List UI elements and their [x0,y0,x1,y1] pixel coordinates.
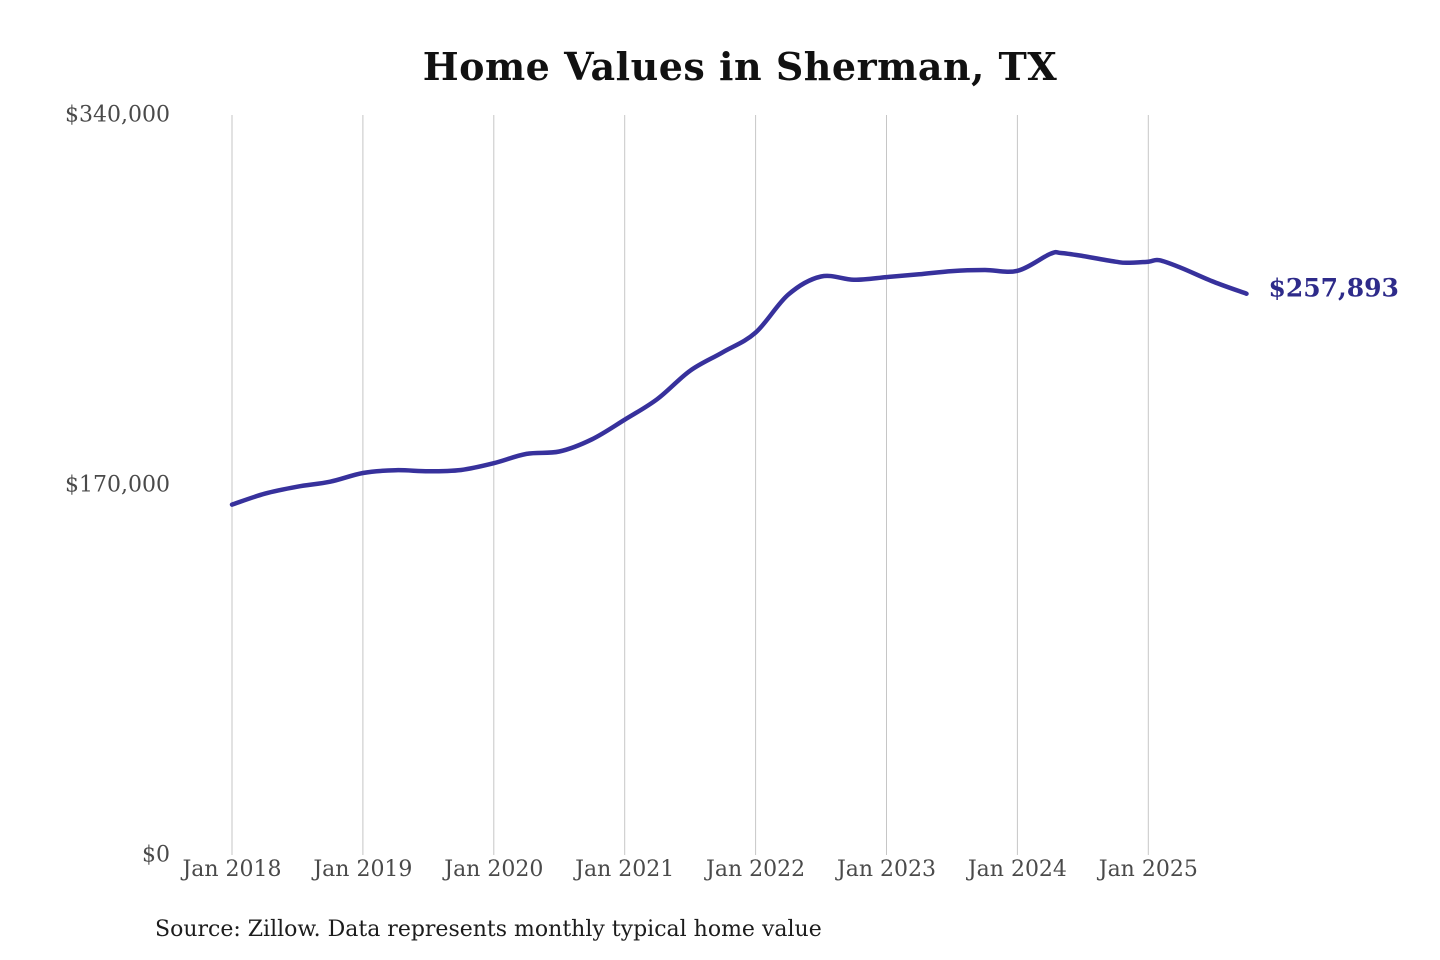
y-tick-label-0: $0 [142,842,170,868]
chart-title: Home Values in Sherman, TX [422,44,1058,89]
x-tick-label: Jan 2022 [706,857,806,882]
current-value-label: $257,893 [1268,273,1399,303]
x-tick-label: Jan 2023 [836,857,937,882]
source-note: Source: Zillow. Data represents monthly … [155,917,822,942]
x-tick-label: Jan 2020 [444,857,544,882]
x-tick-label: Jan 2018 [182,857,282,882]
y-tick-label-340000: $340,000 [65,102,170,128]
y-tick-label-170000: $170,000 [65,472,170,498]
home-value-line [229,249,1249,507]
gridlines-group [231,115,1149,855]
x-tick-label: Jan 2025 [1098,857,1198,882]
x-tick-label: Jan 2021 [575,857,675,882]
x-tick-label: Jan 2024 [967,857,1067,882]
x-tick-label: Jan 2019 [313,857,413,882]
